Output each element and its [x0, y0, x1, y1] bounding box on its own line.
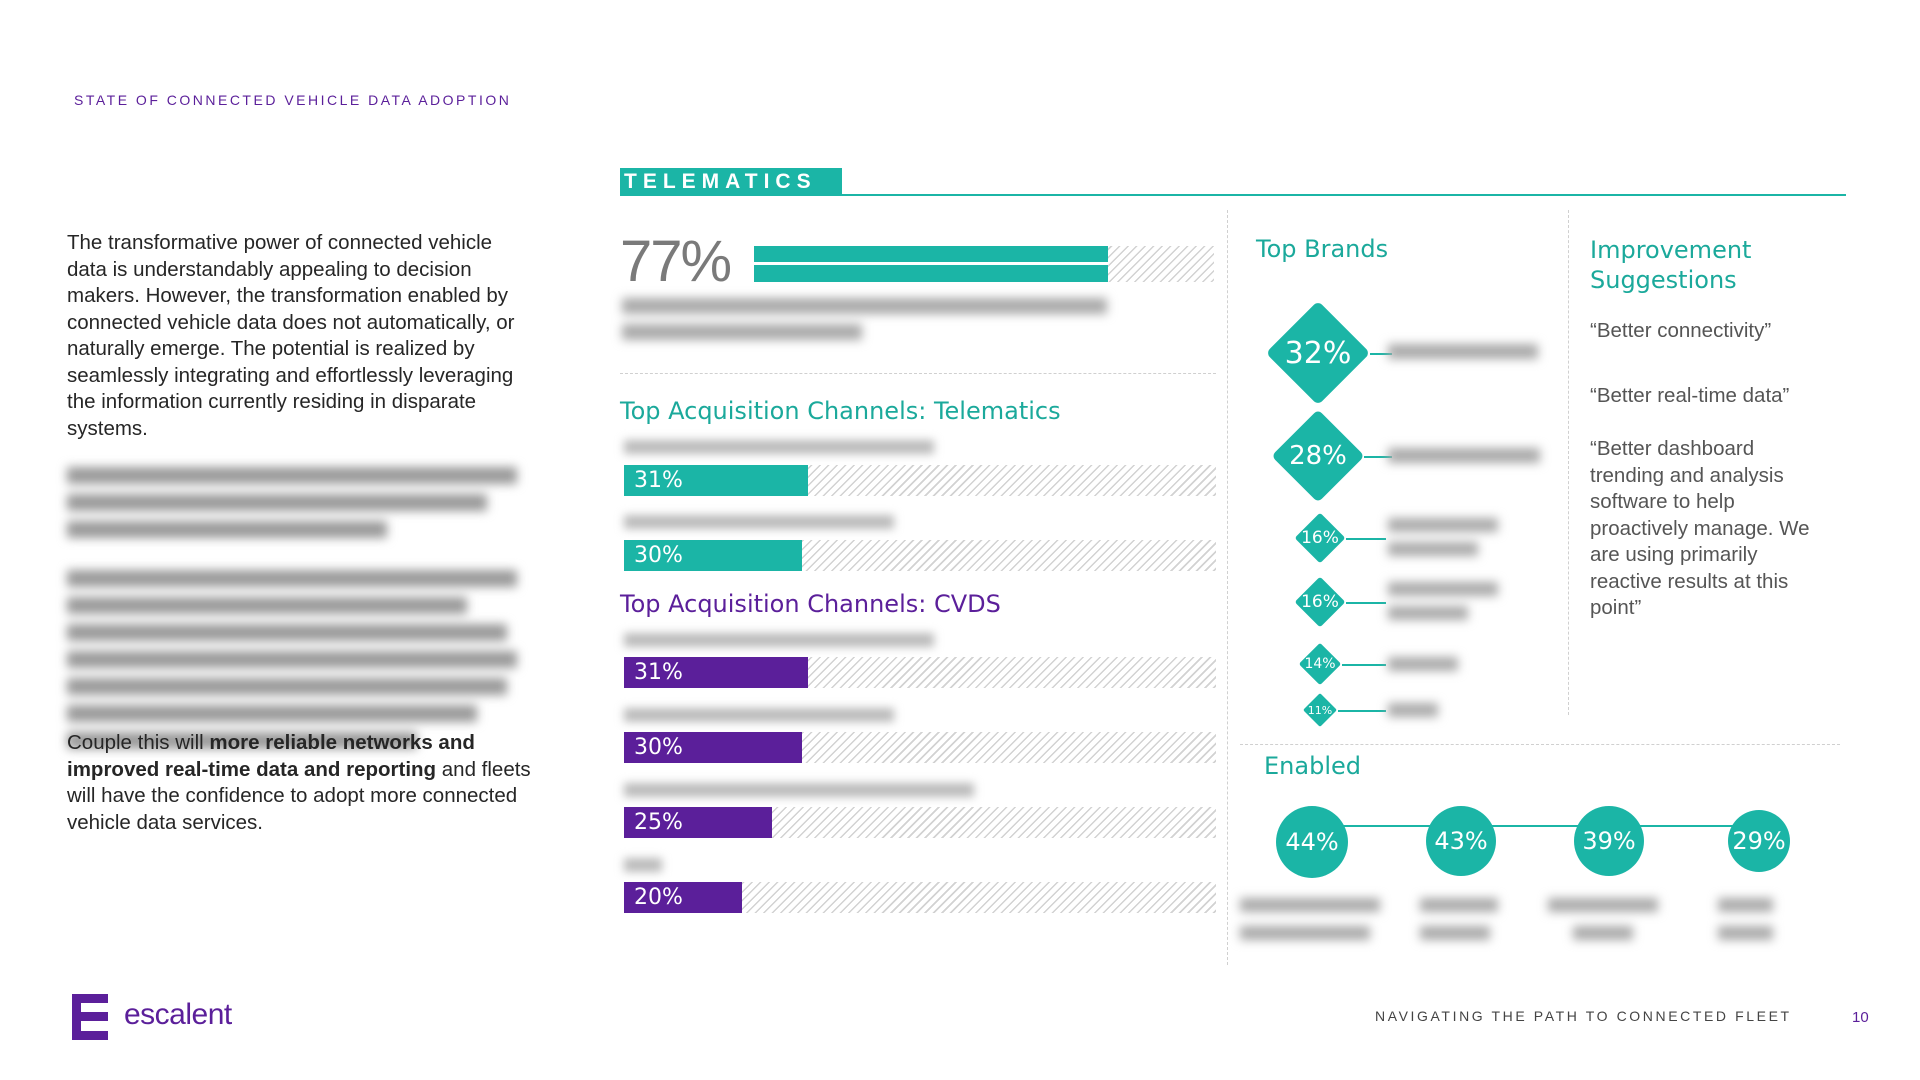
closing-paragraph: Couple this will more reliable networks … [67, 730, 537, 836]
big-stat-caption [622, 298, 1112, 340]
brand-connector [1346, 538, 1386, 540]
big-stat-bar [754, 246, 1214, 282]
cvds-bar-value: 20% [634, 885, 683, 910]
brand-value: 32% [1284, 335, 1352, 371]
cvds-bar-value: 25% [634, 810, 683, 835]
brand-connector [1342, 664, 1386, 666]
brand-label [1388, 657, 1458, 671]
channel-bar-fill: 30% [624, 540, 802, 571]
brand-connector [1364, 456, 1392, 458]
channel-bar: 30% [624, 540, 1216, 571]
enabled-connector [1312, 825, 1752, 827]
enabled-label [1548, 898, 1658, 940]
closing-text-start: Couple this will [67, 731, 210, 754]
brand-label [1388, 518, 1498, 556]
cvds-bar-fill: 25% [624, 807, 772, 838]
cvds-bar-fill: 30% [624, 732, 802, 763]
cvds-label [624, 708, 894, 722]
enabled-value: 43% [1434, 827, 1488, 855]
telematics-rule [620, 194, 1846, 196]
cvds-bar-value: 31% [634, 660, 683, 685]
divider-vertical-1 [1227, 210, 1228, 965]
section-label: STATE OF CONNECTED VEHICLE DATA ADOPTION [74, 92, 512, 108]
brand-connector [1338, 710, 1386, 712]
improvement-quote: “Better real-time data” [1590, 384, 1790, 407]
big-stat-value: 77% [620, 229, 732, 294]
channel-label [624, 515, 894, 529]
cvds-bar: 30% [624, 732, 1216, 763]
enabled-label [1420, 898, 1498, 940]
enabled-circle: 39% [1574, 806, 1644, 876]
channel-bar: 31% [624, 465, 1216, 496]
improvement-quote: “Better dashboard trending and analysis … [1590, 437, 1810, 619]
footer-title: NAVIGATING THE PATH TO CONNECTED FLEET [1375, 1008, 1792, 1024]
brand-diamond: 14% [1298, 642, 1342, 686]
intro-paragraph: The transformative power of connected ve… [67, 231, 515, 440]
brands-title: Top Brands [1256, 235, 1389, 263]
brand-value: 14% [1304, 656, 1336, 672]
brand-value: 16% [1301, 592, 1339, 612]
brand-connector [1346, 602, 1386, 604]
enabled-circle: 43% [1426, 806, 1496, 876]
brand-label [1388, 703, 1438, 717]
enabled-value: 29% [1732, 827, 1786, 855]
logo-mark-icon [72, 994, 108, 1040]
improvement-quote: “Better connectivity” [1590, 319, 1772, 342]
improvements-title: Improvement Suggestions [1590, 236, 1752, 294]
cvds-bar: 20% [624, 882, 1216, 913]
channel-bar-fill: 31% [624, 465, 808, 496]
brand-value: 16% [1301, 528, 1339, 548]
page-number: 10 [1852, 1009, 1869, 1026]
enabled-circle: 29% [1728, 810, 1790, 872]
divider-1 [620, 373, 1216, 374]
channel-bar-value: 31% [634, 468, 683, 493]
channels-title: Top Acquisition Channels: Telematics [620, 397, 1061, 425]
cvds-label [624, 858, 662, 872]
enabled-value: 44% [1285, 828, 1339, 856]
brand-value: 28% [1289, 441, 1347, 471]
brand-diamond: 32% [1265, 300, 1371, 406]
brand-label [1388, 582, 1498, 620]
channel-bar-value: 30% [634, 543, 683, 568]
brand-diamond: 16% [1294, 512, 1346, 564]
cvds-label [624, 633, 934, 647]
divider-vertical-2 [1568, 210, 1569, 715]
enabled-title: Enabled [1264, 752, 1361, 780]
brand-diamond: 11% [1302, 692, 1338, 728]
brand-connector [1370, 353, 1392, 355]
cvds-bar-value: 30% [634, 735, 683, 760]
brand-label [1388, 344, 1538, 359]
closing-text-end: and fleets will have the confidence to a… [67, 757, 531, 834]
logo-text: escalent [124, 998, 232, 1031]
telematics-tab: TELEMATICS [620, 168, 842, 196]
channel-label [624, 440, 934, 454]
cvds-title: Top Acquisition Channels: CVDS [620, 590, 1001, 618]
brand-diamond: 16% [1294, 576, 1346, 628]
enabled-value: 39% [1582, 827, 1636, 855]
big-stat-bar-fill [754, 246, 1108, 282]
cvds-label [624, 783, 974, 797]
divider-2 [1240, 744, 1840, 745]
brand-value: 11% [1307, 703, 1333, 717]
cvds-bar-fill: 31% [624, 657, 808, 688]
cvds-bar-fill: 20% [624, 882, 742, 913]
closing-text-bold: more reliable networks and improved real… [67, 731, 475, 781]
cvds-bar: 25% [624, 807, 1216, 838]
escalent-logo: escalent [72, 994, 252, 1042]
cvds-bar: 31% [624, 657, 1216, 688]
enabled-label [1718, 898, 1773, 940]
redacted-paragraph [67, 462, 537, 749]
brand-diamond: 28% [1271, 409, 1365, 503]
enabled-label [1240, 898, 1380, 940]
enabled-circle: 44% [1276, 806, 1348, 878]
brand-label [1388, 448, 1540, 463]
